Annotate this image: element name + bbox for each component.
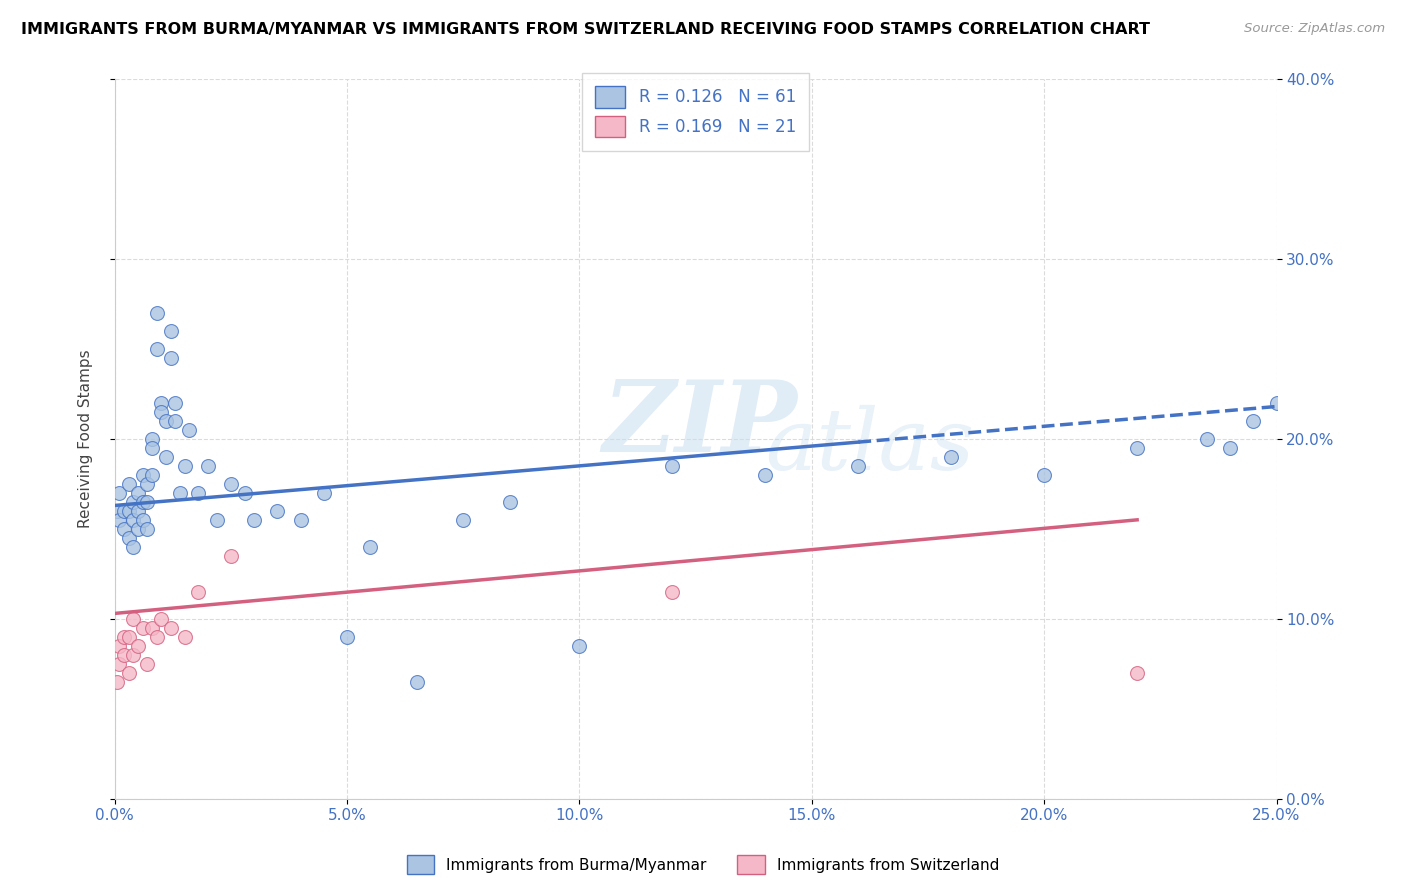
Text: ZIP: ZIP: [603, 376, 797, 473]
Point: [150, 612, 173, 626]
Point: [122, 540, 145, 554]
Text: IMMIGRANTS FROM BURMA/MYANMAR VS IMMIGRANTS FROM SWITZERLAND RECEIVING FOOD STAM: IMMIGRANTS FROM BURMA/MYANMAR VS IMMIGRA…: [21, 22, 1150, 37]
Point: [499, 495, 522, 509]
Point: [108, 657, 131, 671]
Point: [1126, 665, 1149, 680]
Point: [846, 458, 869, 473]
Point: [336, 630, 359, 644]
Point: [1126, 441, 1149, 455]
Point: [661, 458, 683, 473]
Point: [112, 648, 135, 662]
Text: atlas: atlas: [765, 405, 974, 487]
Point: [136, 495, 159, 509]
Point: [127, 522, 149, 536]
Y-axis label: Receiving Food Stamps: Receiving Food Stamps: [79, 350, 93, 528]
Point: [122, 495, 145, 509]
Point: [173, 458, 195, 473]
Point: [136, 476, 159, 491]
Point: [118, 476, 141, 491]
Point: [187, 584, 209, 599]
Point: [131, 495, 153, 509]
Point: [141, 467, 163, 482]
Point: [1241, 414, 1264, 428]
Point: [155, 414, 177, 428]
Point: [145, 306, 167, 320]
Point: [131, 621, 153, 635]
Point: [141, 621, 163, 635]
Point: [187, 486, 209, 500]
Point: [568, 639, 591, 653]
Point: [219, 549, 242, 563]
Point: [1033, 467, 1056, 482]
Point: [941, 450, 963, 464]
Text: Source: ZipAtlas.com: Source: ZipAtlas.com: [1244, 22, 1385, 36]
Point: [131, 467, 153, 482]
Point: [266, 504, 288, 518]
Point: [405, 674, 427, 689]
Point: [118, 504, 141, 518]
Point: [141, 432, 163, 446]
Point: [359, 540, 381, 554]
Legend: Immigrants from Burma/Myanmar, Immigrants from Switzerland: Immigrants from Burma/Myanmar, Immigrant…: [401, 849, 1005, 880]
Point: [754, 467, 776, 482]
Point: [159, 351, 181, 365]
Point: [127, 486, 149, 500]
Legend: R = 0.126   N = 61, R = 0.169   N = 21: R = 0.126 N = 61, R = 0.169 N = 21: [582, 73, 810, 151]
Point: [118, 531, 141, 545]
Point: [127, 639, 149, 653]
Point: [145, 630, 167, 644]
Point: [118, 630, 141, 644]
Point: [112, 630, 135, 644]
Point: [141, 441, 163, 455]
Point: [312, 486, 335, 500]
Point: [108, 486, 131, 500]
Point: [233, 486, 256, 500]
Point: [145, 342, 167, 356]
Point: [1195, 432, 1218, 446]
Point: [136, 657, 159, 671]
Point: [159, 324, 181, 338]
Point: [108, 639, 131, 653]
Point: [197, 458, 219, 473]
Point: [155, 450, 177, 464]
Point: [122, 612, 145, 626]
Point: [1219, 441, 1241, 455]
Point: [127, 504, 149, 518]
Point: [136, 522, 159, 536]
Point: [1265, 396, 1288, 410]
Point: [150, 396, 173, 410]
Point: [661, 584, 683, 599]
Point: [122, 648, 145, 662]
Point: [122, 513, 145, 527]
Point: [105, 674, 128, 689]
Point: [243, 513, 266, 527]
Point: [219, 476, 242, 491]
Point: [165, 396, 187, 410]
Point: [108, 513, 131, 527]
Point: [118, 665, 141, 680]
Point: [131, 513, 153, 527]
Point: [453, 513, 475, 527]
Point: [150, 405, 173, 419]
Point: [205, 513, 228, 527]
Point: [159, 621, 181, 635]
Point: [173, 630, 195, 644]
Point: [165, 414, 187, 428]
Point: [105, 504, 128, 518]
Point: [290, 513, 312, 527]
Point: [112, 504, 135, 518]
Point: [179, 423, 201, 437]
Point: [112, 522, 135, 536]
Point: [169, 486, 191, 500]
